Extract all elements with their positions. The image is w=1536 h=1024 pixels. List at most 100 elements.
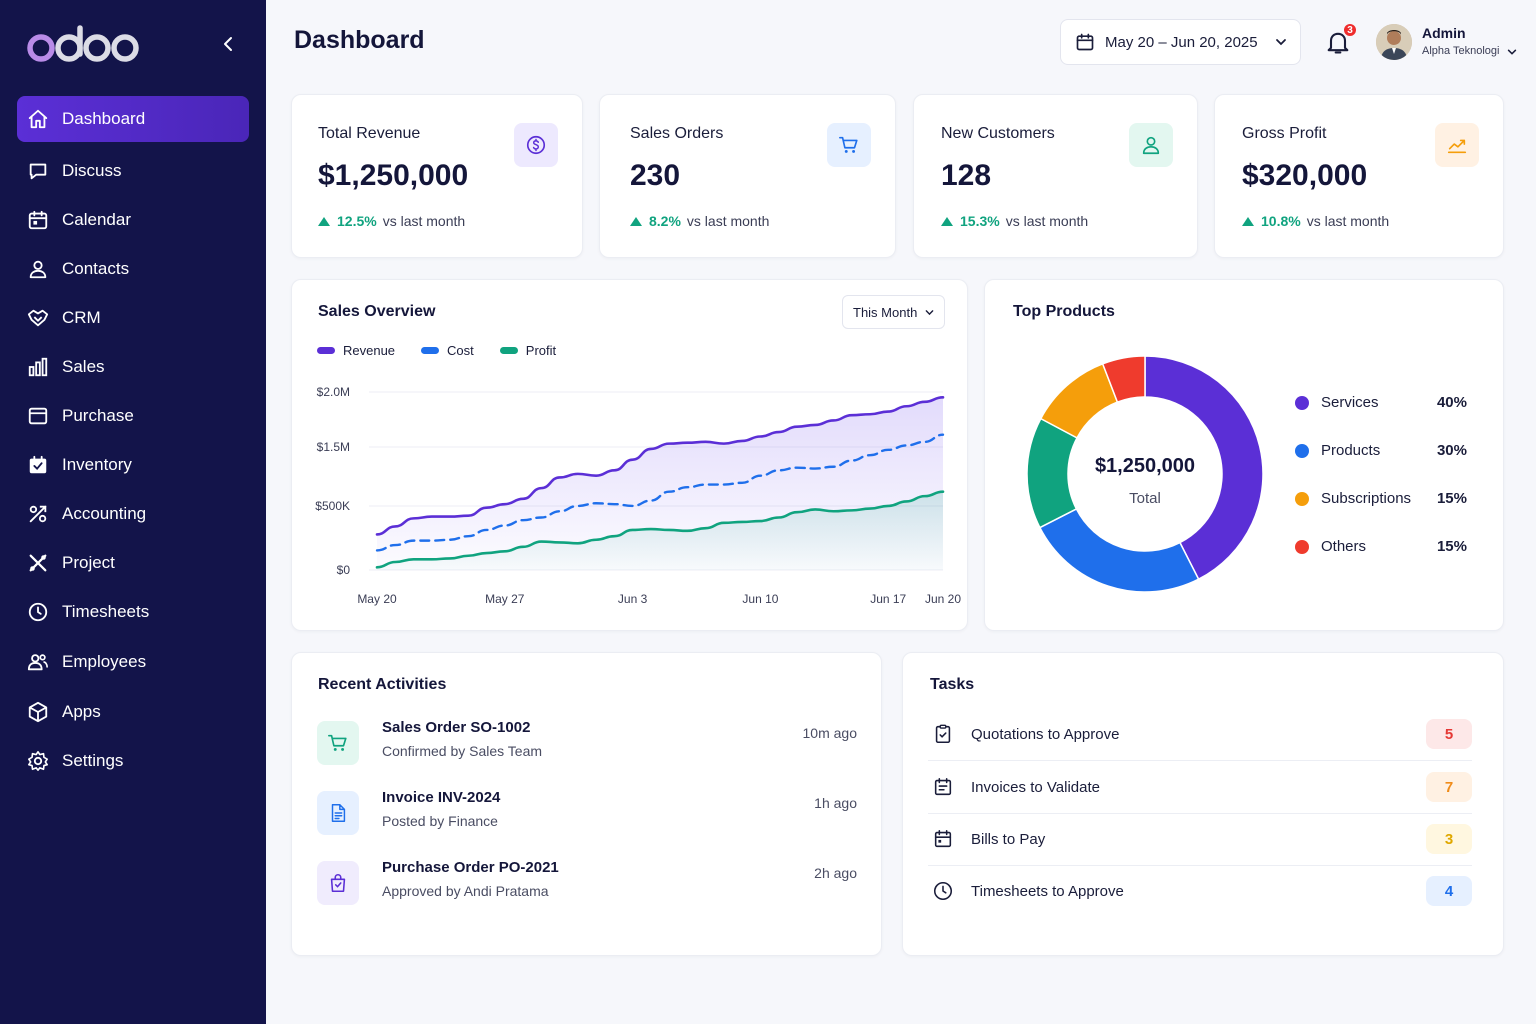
sidebar-item-inventory[interactable]: Inventory <box>17 442 249 488</box>
kpi-value: 230 <box>630 159 681 192</box>
sidebar-item-project[interactable]: Project <box>17 540 249 586</box>
chart-legend: Revenue Cost Profit <box>317 343 582 358</box>
task-label: Timesheets to Approve <box>971 883 1124 900</box>
legend-name: Others <box>1321 538 1367 555</box>
purchase-bag-icon <box>317 861 359 905</box>
top-products-donut-chart <box>1026 355 1264 593</box>
donut-legend-row[interactable]: Products 30% <box>1295 440 1467 464</box>
kpi-change: 10.8% <box>1261 213 1301 229</box>
legend-label: Revenue <box>343 343 396 358</box>
kpi-trend: 10.8% vs last month <box>1242 213 1389 229</box>
task-item[interactable]: Timesheets to Approve 4 <box>928 866 1472 918</box>
recent-activities-card: Recent Activities Sales Order SO-1002 Co… <box>291 652 882 956</box>
sidebar-item-timesheets[interactable]: Timesheets <box>17 589 249 635</box>
sidebar-item-label: Dashboard <box>62 109 146 128</box>
sidebar-item-settings[interactable]: Settings <box>17 738 249 784</box>
calendar-icon <box>27 209 49 231</box>
kpi-change-suffix: vs last month <box>1005 213 1089 229</box>
y-tick-label: $2.0M <box>317 385 350 399</box>
activity-time: 2h ago <box>814 865 857 881</box>
y-tick-label: $0 <box>337 563 351 577</box>
odoo-logo[interactable] <box>26 24 142 69</box>
kpi-value: $1,250,000 <box>318 159 469 192</box>
trend-up-triangle-icon <box>630 216 642 226</box>
kpi-label: Sales Orders <box>630 125 724 142</box>
activity-time: 1h ago <box>814 795 857 811</box>
x-tick-label: May 27 <box>485 592 525 606</box>
cart-icon <box>827 123 871 167</box>
activity-item[interactable]: Sales Order SO-1002 Confirmed by Sales T… <box>317 719 857 769</box>
user-icon <box>1129 123 1173 167</box>
kpi-card-total-revenue[interactable]: Total Revenue $1,250,000 12.5% vs last mo… <box>291 94 583 258</box>
sidebar-item-label: Calendar <box>62 210 131 229</box>
period-select[interactable]: This Month <box>842 295 945 329</box>
inventory-icon <box>27 454 49 476</box>
kpi-card-sales-orders[interactable]: Sales Orders 230 8.2% vs last month <box>599 94 896 258</box>
legend-item-revenue[interactable]: Revenue <box>317 343 395 358</box>
task-count-badge: 4 <box>1426 876 1472 906</box>
donut-legend-row[interactable]: Services 40% <box>1295 392 1467 416</box>
sidebar-item-label: Accounting <box>62 504 147 523</box>
kpi-change-suffix: vs last month <box>686 213 770 229</box>
sidebar-item-crm[interactable]: CRM <box>17 295 249 341</box>
sidebar-item-apps[interactable]: Apps <box>17 689 249 735</box>
task-item[interactable]: Bills to Pay 3 <box>928 814 1472 866</box>
sidebar-collapse-button[interactable] <box>216 32 240 56</box>
sidebar-item-dashboard[interactable]: Dashboard <box>17 96 249 142</box>
home-icon <box>27 108 49 130</box>
donut-legend-row[interactable]: Subscriptions 15% <box>1295 488 1467 512</box>
legend-percent: 40% <box>1436 394 1467 411</box>
date-range-picker[interactable]: May 20 – Jun 20, 2025 <box>1060 19 1301 65</box>
legend-item-cost[interactable]: Cost <box>421 343 474 358</box>
donut-legend-row[interactable]: Others 15% <box>1295 536 1467 560</box>
legend-swatch <box>317 347 335 354</box>
kpi-value: 128 <box>941 159 992 192</box>
activity-title: Sales Order SO-1002 <box>382 719 531 736</box>
legend-swatch <box>499 347 518 354</box>
chevron-down-icon <box>1506 46 1518 58</box>
trend-up-triangle-icon <box>1242 216 1254 226</box>
dollar-icon <box>514 123 558 167</box>
donut-segment-others[interactable] <box>1101 355 1146 404</box>
legend-name: Products <box>1321 442 1381 459</box>
sidebar-item-purchase[interactable]: Purchase <box>17 393 249 439</box>
x-tick-label: Jun 20 <box>925 592 961 606</box>
sidebar-item-employees[interactable]: Employees <box>17 639 249 685</box>
legend-dot <box>1295 540 1309 554</box>
y-tick-label: $1.5M <box>317 440 350 454</box>
user-menu[interactable]: Admin Alpha Teknologi <box>1376 22 1526 62</box>
donut-segment-products[interactable] <box>1038 507 1200 593</box>
donut-center-label: Total <box>1129 490 1161 507</box>
legend-percent: 15% <box>1436 538 1467 555</box>
legend-percent: 30% <box>1436 442 1467 459</box>
activity-item[interactable]: Invoice INV-2024 Posted by Finance 1h ag… <box>317 789 857 839</box>
sidebar-item-sales[interactable]: Sales <box>17 344 249 390</box>
user-name: Admin <box>1422 25 1466 41</box>
legend-dot <box>1295 492 1309 506</box>
notifications-button[interactable]: 3 <box>1324 22 1358 56</box>
bar-chart-icon <box>27 356 49 378</box>
sidebar: Dashboard Discuss Calendar Contacts CRM … <box>0 0 266 1024</box>
x-tick-label: Jun 3 <box>618 592 648 606</box>
legend-item-profit[interactable]: Profit <box>499 343 556 358</box>
y-tick-label: $500K <box>315 499 350 513</box>
employees-icon <box>27 651 49 673</box>
apps-icon <box>27 701 49 723</box>
sidebar-item-calendar[interactable]: Calendar <box>17 197 249 243</box>
kpi-card-gross-profit[interactable]: Gross Profit $320,000 10.8% vs last month <box>1214 94 1504 258</box>
sidebar-item-accounting[interactable]: Accounting <box>17 491 249 537</box>
card-title: Sales Overview <box>318 303 436 320</box>
task-count-badge: 3 <box>1426 824 1472 854</box>
period-select-value: This Month <box>853 304 918 320</box>
sidebar-item-contacts[interactable]: Contacts <box>17 246 249 292</box>
sidebar-item-discuss[interactable]: Discuss <box>17 148 249 194</box>
kpi-card-new-customers[interactable]: New Customers 128 15.3% vs last month <box>913 94 1198 258</box>
legend-name: Subscriptions <box>1321 490 1412 507</box>
activity-item[interactable]: Purchase Order PO-2021 Approved by Andi … <box>317 859 857 909</box>
task-label: Bills to Pay <box>971 831 1046 848</box>
legend-dot <box>1295 396 1309 410</box>
donut-segment-services[interactable] <box>1144 355 1264 581</box>
task-item[interactable]: Quotations to Approve 5 <box>928 709 1472 761</box>
kpi-label: New Customers <box>941 125 1055 142</box>
task-item[interactable]: Invoices to Validate 7 <box>928 762 1472 814</box>
